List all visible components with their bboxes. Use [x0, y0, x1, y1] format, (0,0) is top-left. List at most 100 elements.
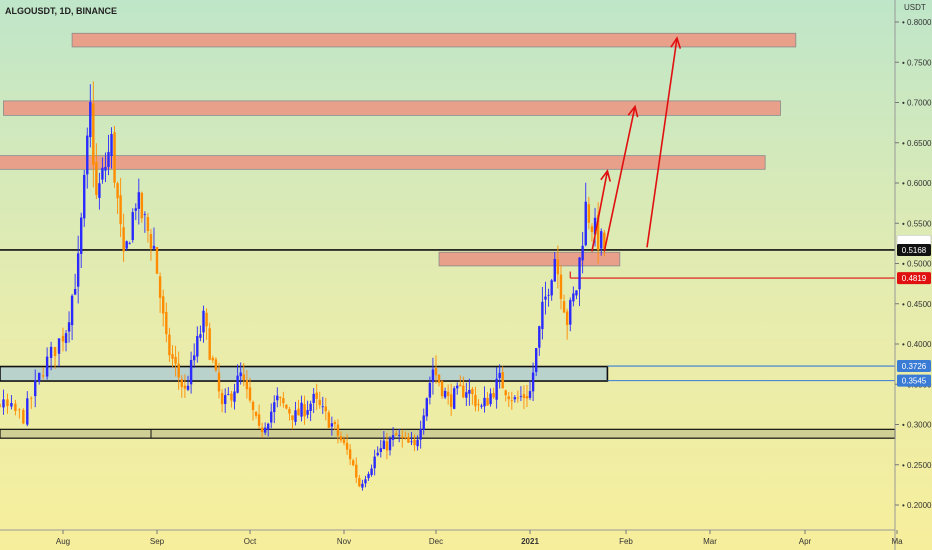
candle[interactable]: [318, 391, 321, 409]
candle[interactable]: [119, 177, 122, 238]
candle[interactable]: [34, 369, 37, 408]
support-zone[interactable]: [0, 365, 609, 382]
candle[interactable]: [260, 422, 264, 438]
candle[interactable]: [245, 369, 249, 399]
candle[interactable]: [495, 367, 498, 409]
candle[interactable]: [224, 388, 227, 413]
candle[interactable]: [504, 389, 507, 402]
time-axis[interactable]: Aug Sep Oct Nov Dec 2021 Feb Mar Apr Ma: [56, 530, 903, 546]
candle[interactable]: [122, 213, 125, 262]
candle[interactable]: [425, 397, 428, 421]
candle[interactable]: [165, 302, 168, 343]
candle[interactable]: [73, 273, 77, 296]
candle[interactable]: [452, 386, 456, 410]
candle[interactable]: [14, 399, 17, 416]
candle[interactable]: [239, 362, 242, 385]
candle[interactable]: [22, 408, 25, 425]
candle[interactable]: [230, 390, 233, 408]
candle[interactable]: [483, 386, 486, 413]
candle[interactable]: [373, 449, 376, 476]
candle[interactable]: [263, 422, 267, 436]
candle[interactable]: [507, 392, 510, 408]
candle[interactable]: [370, 464, 373, 477]
candle[interactable]: [303, 395, 306, 425]
candle[interactable]: [251, 400, 255, 421]
candle[interactable]: [104, 152, 107, 183]
candle[interactable]: [168, 327, 171, 363]
candle[interactable]: [45, 347, 49, 380]
candle[interactable]: [162, 289, 165, 327]
candle[interactable]: [6, 393, 9, 414]
candle[interactable]: [205, 308, 208, 340]
candle[interactable]: [89, 84, 92, 148]
candle[interactable]: [385, 432, 389, 460]
candle[interactable]: [288, 406, 291, 421]
candle[interactable]: [79, 212, 83, 269]
candle[interactable]: [553, 251, 556, 282]
candle[interactable]: [214, 357, 218, 372]
candle[interactable]: [590, 223, 594, 242]
candle[interactable]: [513, 395, 517, 403]
candle[interactable]: [110, 127, 113, 169]
candle[interactable]: [471, 387, 474, 405]
candle[interactable]: [312, 388, 315, 414]
candle[interactable]: [131, 208, 134, 243]
resistance-zone[interactable]: [438, 251, 621, 267]
candle[interactable]: [544, 281, 547, 315]
candle[interactable]: [410, 431, 413, 446]
candle[interactable]: [581, 232, 584, 274]
candle[interactable]: [394, 430, 398, 436]
candle[interactable]: [86, 127, 89, 189]
candle[interactable]: [603, 229, 606, 257]
candle[interactable]: [468, 378, 471, 406]
candle[interactable]: [330, 416, 334, 436]
candle[interactable]: [61, 327, 65, 352]
candle[interactable]: [538, 325, 541, 356]
candle[interactable]: [352, 458, 355, 467]
candle[interactable]: [180, 375, 183, 398]
candle[interactable]: [297, 399, 300, 416]
candle[interactable]: [446, 384, 450, 405]
candle[interactable]: [57, 338, 61, 367]
candle[interactable]: [101, 157, 104, 184]
resistance-zone[interactable]: [0, 155, 766, 170]
candle[interactable]: [202, 305, 205, 343]
candle[interactable]: [146, 212, 150, 243]
candle[interactable]: [183, 374, 187, 399]
candle[interactable]: [587, 196, 591, 230]
candle[interactable]: [49, 341, 53, 371]
candle[interactable]: [440, 379, 444, 400]
candle[interactable]: [285, 404, 288, 410]
candle[interactable]: [64, 330, 68, 352]
candle[interactable]: [10, 395, 13, 410]
candle[interactable]: [584, 182, 587, 247]
candle[interactable]: [26, 391, 29, 427]
candle[interactable]: [137, 178, 141, 225]
candle[interactable]: [477, 399, 480, 412]
projection-arrow[interactable]: [591, 169, 612, 252]
candle[interactable]: [248, 377, 252, 403]
candle[interactable]: [578, 256, 581, 307]
candle[interactable]: [474, 386, 477, 412]
candle[interactable]: [379, 439, 382, 458]
candle[interactable]: [336, 419, 340, 444]
candle[interactable]: [321, 396, 324, 414]
candle[interactable]: [431, 357, 435, 395]
candle[interactable]: [309, 400, 312, 422]
candle[interactable]: [116, 181, 119, 214]
candle[interactable]: [459, 375, 462, 387]
candle[interactable]: [434, 355, 438, 384]
candle[interactable]: [315, 383, 318, 411]
price-axis[interactable]: • 0.8000 • 0.7500 • 0.7000 • 0.6500 • 0.6000…: [895, 18, 932, 510]
candle[interactable]: [327, 410, 331, 429]
candle[interactable]: [196, 326, 199, 363]
candle[interactable]: [462, 376, 465, 399]
candle[interactable]: [143, 211, 147, 233]
candle[interactable]: [339, 431, 343, 443]
candle[interactable]: [113, 125, 116, 188]
candle[interactable]: [282, 391, 285, 408]
candle[interactable]: [562, 294, 566, 314]
candle[interactable]: [208, 322, 211, 361]
candle[interactable]: [257, 404, 261, 429]
candle[interactable]: [254, 411, 258, 419]
